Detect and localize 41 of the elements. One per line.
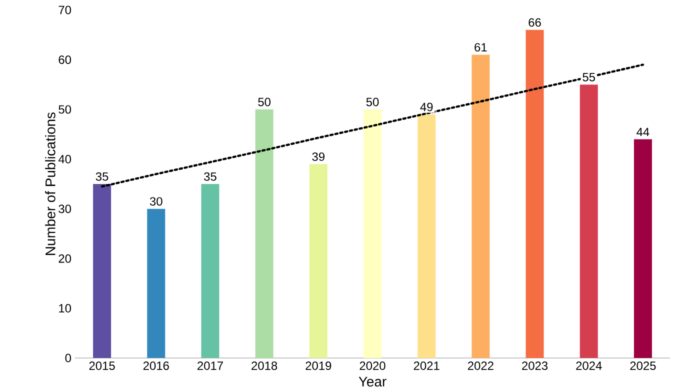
- bar: [147, 208, 166, 358]
- bar: [472, 54, 490, 358]
- x-tick-label: 2024: [576, 362, 602, 370]
- x-tick-label: 2023: [522, 362, 548, 370]
- bar: [580, 84, 598, 358]
- x-tick-label: 2018: [252, 362, 278, 370]
- y-tick-label: 0: [65, 354, 72, 362]
- x-tick-label: 2025: [630, 362, 656, 370]
- x-tick-label: 2017: [198, 362, 223, 370]
- y-tick-label: 70: [58, 6, 72, 14]
- data-label: 35: [204, 172, 216, 181]
- bar: [255, 109, 274, 358]
- x-axis-title: Year: [358, 376, 386, 387]
- bar: [93, 184, 112, 358]
- y-tick-label: 50: [58, 105, 72, 114]
- bar: [309, 164, 328, 358]
- x-tick-label: 2016: [143, 362, 169, 370]
- bar: [201, 184, 220, 358]
- x-tick-label: 2019: [306, 362, 332, 370]
- y-tick-label: 30: [58, 204, 72, 214]
- data-label: 50: [258, 98, 271, 106]
- data-label: 66: [528, 18, 541, 27]
- data-label: 61: [474, 43, 487, 52]
- bar: [526, 30, 544, 358]
- x-tick-label: 2021: [414, 362, 440, 370]
- x-tick-label: 2022: [468, 362, 494, 370]
- y-tick-label: 10: [59, 304, 72, 313]
- y-tick-label: 40: [58, 154, 72, 164]
- y-axis-title: Number of Publications: [45, 112, 56, 255]
- y-tick-label: 60: [58, 55, 72, 64]
- data-label: 49: [420, 102, 433, 112]
- data-label: 30: [150, 197, 162, 206]
- data-label: 35: [96, 172, 108, 181]
- x-tick-label: 2015: [89, 362, 115, 370]
- data-label: 50: [366, 98, 379, 106]
- data-label: 44: [636, 128, 650, 136]
- x-tick-label: 2020: [360, 362, 386, 370]
- data-label: 39: [312, 152, 324, 161]
- bar: [634, 139, 652, 358]
- bar: [364, 109, 382, 358]
- y-tick-label: 20: [58, 254, 72, 263]
